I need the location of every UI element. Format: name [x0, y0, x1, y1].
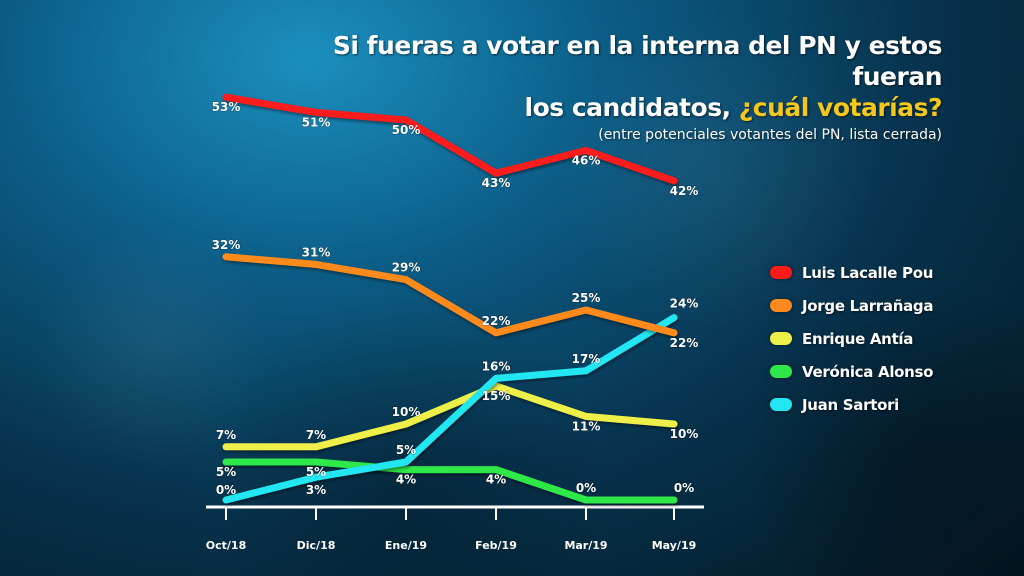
chart-title-line-2: los candidatos, ¿cuál votarías?: [322, 92, 943, 123]
legend-swatch: [770, 365, 792, 378]
data-label: 4%: [396, 473, 416, 487]
legend-label: Luis Lacalle Pou: [802, 263, 934, 282]
data-label: 11%: [572, 419, 601, 433]
data-label: 0%: [674, 481, 694, 495]
x-tick-label: Oct/18: [206, 539, 246, 552]
data-label: 29%: [392, 261, 421, 275]
chart-title-line-1: Si fueras a votar en la interna del PN y…: [332, 31, 943, 91]
x-tick-label: May/19: [652, 539, 697, 552]
chart-subtitle: (entre potenciales votantes del PN, list…: [598, 127, 942, 143]
legend-swatch: [770, 332, 792, 345]
legend-item: Jorge Larrañaga: [770, 289, 933, 322]
chart-title-highlight: ¿cuál votarías?: [738, 93, 943, 122]
data-label: 10%: [392, 405, 421, 419]
series-line: [222, 253, 678, 337]
legend-label: Juan Sartori: [802, 395, 900, 414]
data-label: 0%: [576, 481, 596, 495]
x-tick-label: Feb/19: [475, 539, 517, 552]
data-label: 3%: [306, 483, 326, 497]
x-tick-label: Ene/19: [385, 539, 427, 552]
data-label: 25%: [572, 291, 601, 305]
data-label: 16%: [482, 359, 511, 373]
data-label: 5%: [216, 465, 236, 479]
data-label: 10%: [670, 427, 699, 441]
legend-label: Verónica Alonso: [802, 362, 934, 381]
data-label: 46%: [572, 153, 601, 167]
data-label: 5%: [306, 465, 326, 479]
series-line: [222, 458, 678, 504]
data-label: 31%: [302, 245, 331, 259]
data-label: 17%: [572, 352, 601, 366]
legend-label: Jorge Larrañaga: [802, 296, 934, 315]
data-label: 22%: [482, 314, 511, 328]
legend-item: Juan Sartori: [770, 388, 933, 421]
data-label: 53%: [212, 100, 241, 114]
legend-swatch: [770, 299, 792, 312]
series-line: [222, 93, 678, 185]
data-label: 4%: [486, 473, 506, 487]
data-label: 7%: [306, 428, 326, 442]
data-label: 32%: [212, 238, 241, 252]
x-tick-label: Dic/18: [297, 539, 336, 552]
data-label: 7%: [216, 428, 236, 442]
legend-item: Luis Lacalle Pou: [770, 256, 933, 289]
legend-swatch: [770, 398, 792, 411]
series-line: [222, 382, 678, 451]
chart-title-prefix: los candidatos,: [524, 93, 739, 122]
chart-title-block: Si fueras a votar en la interna del PN y…: [322, 30, 943, 145]
data-label: 24%: [670, 297, 699, 311]
chart-legend: Luis Lacalle Pou Jorge Larrañaga Enrique A…: [770, 256, 934, 421]
data-label: 15%: [482, 389, 511, 403]
data-label: 43%: [482, 176, 511, 190]
data-label: 0%: [216, 483, 236, 497]
data-label: 51%: [302, 115, 331, 129]
data-label: 22%: [670, 336, 699, 350]
legend-label: Enrique Antía: [802, 329, 914, 348]
legend-item: Enrique Antía: [770, 322, 933, 355]
x-tick-label: Mar/19: [564, 539, 607, 552]
legend-item: Verónica Alonso: [770, 355, 934, 388]
data-label: 50%: [392, 123, 421, 137]
data-label: 42%: [670, 184, 699, 198]
data-label: 5%: [396, 443, 416, 457]
legend-swatch: [770, 266, 792, 279]
series-line: [222, 314, 678, 504]
